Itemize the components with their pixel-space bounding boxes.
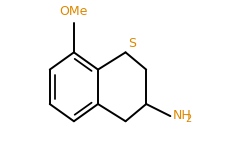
Text: 2: 2 [185, 114, 192, 124]
Text: NH: NH [173, 109, 192, 122]
Text: OMe: OMe [60, 5, 88, 18]
Text: S: S [128, 37, 136, 50]
